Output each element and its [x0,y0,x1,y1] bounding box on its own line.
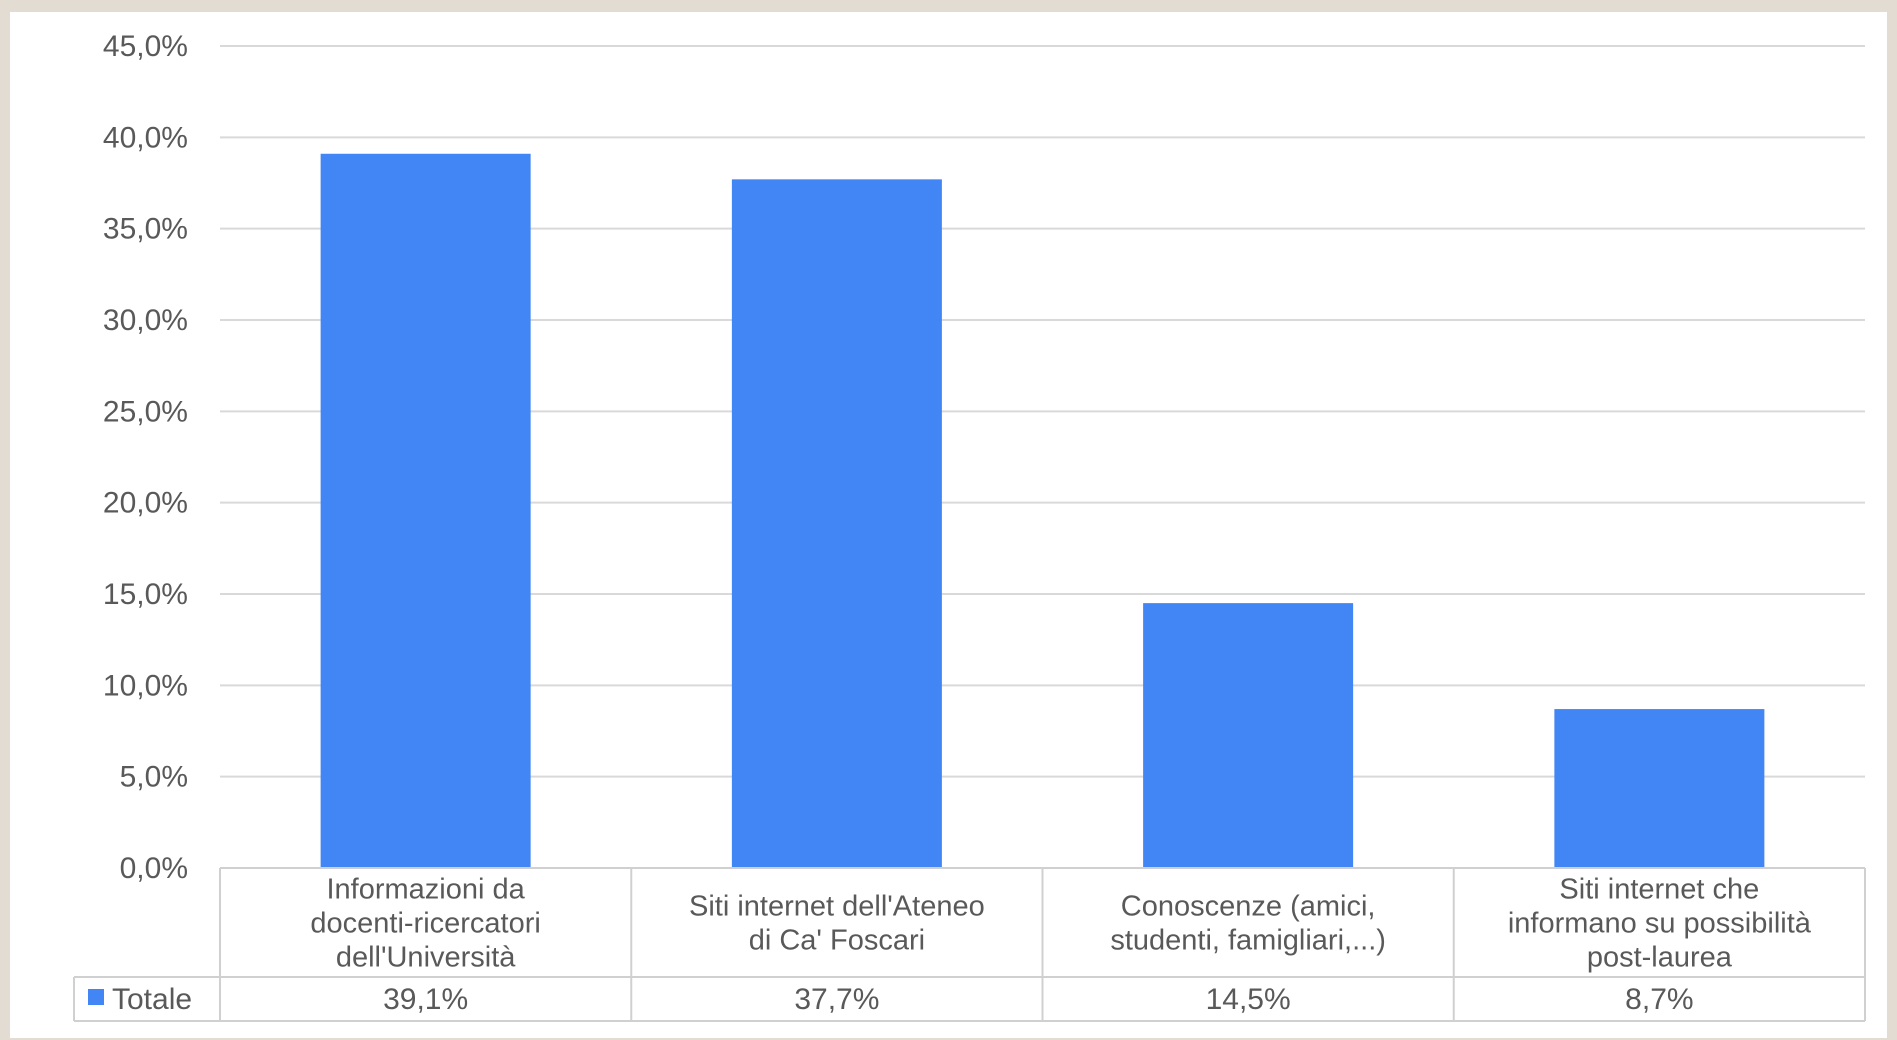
bar [1143,603,1354,868]
y-tick-label: 30,0% [103,304,188,337]
y-tick-label: 25,0% [103,395,188,428]
y-axis-ticks: 0,0% 5,0% 10,0% 15,0% 20,0% 25,0% 30,0% 35,0% 40… [103,30,188,885]
legend-swatch [88,989,104,1005]
y-tick-label: 20,0% [103,487,188,520]
legend-label: Totale [112,983,192,1016]
category-label-line: Conoscenze (amici, [1121,891,1376,923]
category-label-line: studenti, famigliari,...) [1110,925,1386,957]
category-label: Siti internet che informano su possibilit… [1508,874,1812,974]
category-label-line: docenti-ricercatori [310,908,540,940]
category-label-line: informano su possibilità [1508,908,1812,940]
category-label: Siti internet dell'Ateneo di Ca' Foscari [689,891,985,957]
data-label: 14,5% [1206,983,1291,1016]
data-table: Informazioni da docenti-ricercatori dell'U… [73,867,1866,1022]
bar-chart: 0,0% 5,0% 10,0% 15,0% 20,0% 25,0% 30,0% 35,0% 40… [73,30,1866,1022]
data-label: 39,1% [383,983,468,1016]
category-label-line: Informazioni da [326,874,525,906]
y-tick-label: 5,0% [120,761,188,794]
bar [320,153,531,869]
bars [320,153,1765,869]
chart-frame: 0,0% 5,0% 10,0% 15,0% 20,0% 25,0% 30,0% 35,0% 40… [10,12,1887,1038]
category-label-line: Siti internet che [1559,874,1759,906]
category-label-line: dell'Università [336,942,516,974]
category-label-line: Siti internet dell'Ateneo [689,891,985,923]
bar [1554,709,1765,868]
bar [731,179,942,868]
data-label: 8,7% [1625,983,1693,1016]
y-tick-label: 10,0% [103,669,188,702]
y-tick-label: 35,0% [103,213,188,246]
data-label: 37,7% [794,983,879,1016]
category-label: Informazioni da docenti-ricercatori dell'U… [310,874,540,974]
y-tick-label: 45,0% [103,30,188,63]
y-tick-label: 0,0% [120,852,188,885]
y-tick-label: 40,0% [103,121,188,154]
y-tick-label: 15,0% [103,578,188,611]
category-label-line: di Ca' Foscari [749,925,925,957]
category-label: Conoscenze (amici, studenti, famigliari,.… [1110,891,1386,957]
category-label-line: post-laurea [1587,942,1733,974]
